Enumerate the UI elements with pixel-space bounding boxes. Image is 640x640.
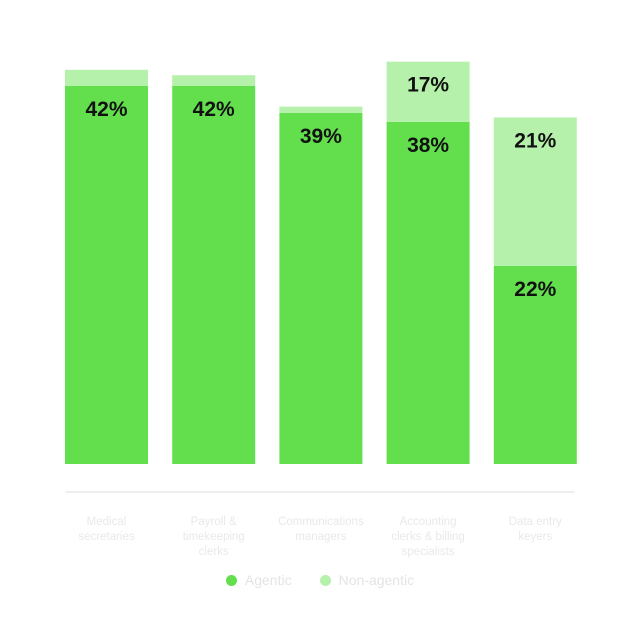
bar-value-label-agentic-1: 42%	[193, 98, 235, 121]
category-label-line: clerks & billing	[391, 531, 465, 543]
chart-plot: 42% 42% 39% 38% 17% 22% 21% Medical secretaries…	[65, 61, 577, 558]
category-label-0: Medical secretaries	[78, 516, 134, 543]
legend-swatch-agentic	[225, 574, 237, 586]
bar-agentic-0	[65, 86, 148, 464]
category-label-line: Medical	[87, 516, 127, 528]
legend: Agentic Non-agentic	[0, 572, 640, 588]
category-label-4: Data entry keyers	[509, 516, 562, 543]
bar-non-agentic-2	[279, 106, 363, 113]
bar-non-agentic-3	[386, 61, 470, 122]
category-label-2: Communications managers	[278, 516, 364, 543]
category-label-1: Payroll & timekeeping clerks	[183, 516, 245, 558]
bars-layer: 42% 42% 39% 38% 17% 22% 21%	[65, 61, 577, 464]
bar-value-label-non-agentic-4: 21%	[514, 130, 556, 153]
category-label-3: Accounting clerks & billing specialists	[391, 516, 465, 558]
category-label-line: timekeeping	[183, 531, 245, 543]
bar-non-agentic-1	[172, 75, 256, 86]
bar-value-label-agentic-0: 42%	[85, 98, 127, 121]
bar-value-label-agentic-4: 22%	[514, 278, 556, 301]
legend-item-non-agentic[interactable]: Non-agentic	[319, 572, 415, 588]
bar-non-agentic-4	[493, 117, 577, 266]
category-label-line: Communications	[278, 516, 364, 528]
bar-agentic-1	[172, 86, 256, 464]
category-label-line: Data entry	[509, 516, 562, 528]
bar-value-label-non-agentic-3: 17%	[407, 74, 449, 97]
category-label-line: managers	[295, 531, 346, 543]
legend-item-agentic[interactable]: Agentic	[225, 572, 292, 588]
legend-swatch-non-agentic	[319, 574, 331, 586]
legend-label-non-agentic: Non-agentic	[338, 572, 415, 588]
category-label-line: clerks	[199, 546, 229, 558]
category-label-line: Accounting	[400, 516, 457, 528]
bar-agentic-4	[493, 266, 577, 464]
category-label-line: Payroll &	[191, 516, 237, 528]
category-label-line: secretaries	[78, 531, 134, 543]
bar-value-label-agentic-2: 39%	[300, 125, 342, 148]
bar-non-agentic-0	[65, 69, 148, 86]
bar-agentic-3	[386, 122, 470, 464]
category-label-line: keyers	[518, 531, 552, 543]
bar-agentic-2	[279, 113, 363, 464]
legend-label-agentic: Agentic	[244, 572, 292, 588]
category-label-line: specialists	[402, 546, 455, 558]
category-labels: Medical secretaries Payroll & timekeeping cl…	[78, 516, 562, 558]
bar-value-label-agentic-3: 38%	[407, 134, 449, 157]
